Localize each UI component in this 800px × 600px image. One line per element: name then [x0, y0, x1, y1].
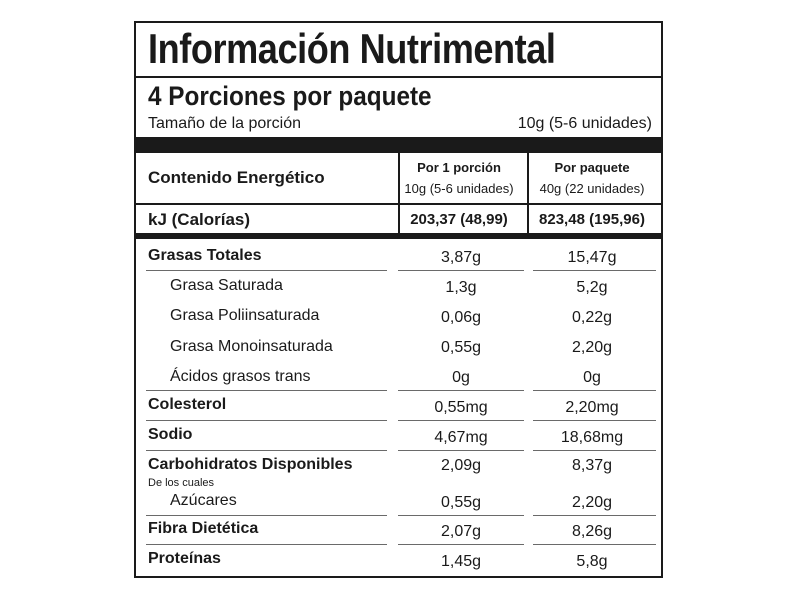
servings-per-package: 4 Porciones por paquete	[148, 81, 432, 111]
kj-per-package: 823,48 (195,96)	[539, 211, 645, 228]
column-divider	[398, 205, 400, 233]
row-divider	[146, 450, 387, 451]
row-divider	[146, 270, 387, 271]
nutrient-per-serving: 1,45g	[440, 553, 482, 570]
nutrient-label: Grasa Saturada	[170, 277, 283, 294]
row-divider	[398, 450, 524, 451]
nutrient-per-package: 2,20g	[571, 494, 613, 511]
nutrient-per-package: 8,26g	[571, 523, 613, 540]
nutrient-per-serving: 0g	[452, 369, 470, 386]
row-divider	[533, 270, 656, 271]
title-divider	[136, 76, 661, 78]
row-divider	[146, 390, 387, 391]
nutrient-label: Grasas Totales	[148, 247, 262, 264]
row-divider	[146, 515, 387, 516]
nutrient-sublabel: De los cuales	[148, 477, 215, 489]
row-divider	[146, 544, 387, 545]
nutrient-per-package: 0,22g	[571, 309, 613, 326]
row-divider	[146, 420, 387, 421]
nutrient-per-package: 5,2g	[576, 279, 608, 296]
thick-divider	[136, 233, 661, 239]
nutrient-label: Fibra Dietética	[148, 520, 259, 537]
row-divider	[533, 544, 656, 545]
column-divider	[527, 153, 529, 203]
nutrient-per-serving: 0,55mg	[434, 399, 488, 416]
row-divider	[398, 515, 524, 516]
nutrient-per-package: 5,8g	[576, 553, 608, 570]
nutrient-per-serving: 0,06g	[440, 309, 482, 326]
nutrient-label: Carbohidratos Disponibles	[148, 456, 353, 473]
nutrient-label: Grasa Poliinsaturada	[170, 307, 320, 324]
nutrient-per-package: 18,68mg	[560, 429, 624, 446]
column-divider	[527, 205, 529, 233]
energy-label: Contenido Energético	[148, 168, 325, 187]
nutrient-per-serving: 4,67mg	[434, 429, 488, 446]
nutrient-per-package: 8,37g	[571, 457, 613, 474]
nutrient-per-package: 0g	[583, 369, 601, 386]
row-divider	[398, 544, 524, 545]
row-divider	[533, 515, 656, 516]
row-divider	[398, 270, 524, 271]
panel-title: Información Nutrimental	[148, 25, 556, 72]
nutrient-label: Sodio	[148, 426, 193, 443]
column-header-per-package: Por paquete	[554, 160, 630, 175]
nutrient-per-package: 2,20g	[571, 339, 613, 356]
column-header-per-serving: Por 1 porción	[417, 160, 501, 175]
nutrient-label: Grasa Monoinsaturada	[170, 338, 333, 355]
kj-per-serving: 203,37 (48,99)	[410, 211, 508, 228]
column-sub-per-package: 40g (22 unidades)	[539, 181, 645, 196]
header-divider	[136, 203, 661, 205]
serving-size-label: Tamaño de la porción	[148, 115, 301, 132]
thick-divider	[136, 137, 661, 153]
nutrient-per-package: 15,47g	[567, 249, 617, 266]
nutrient-per-package: 2,20mg	[565, 399, 619, 416]
nutrient-label: Azúcares	[170, 492, 237, 509]
kj-label: kJ (Calorías)	[148, 210, 251, 229]
row-divider	[398, 420, 524, 421]
serving-size-value: 10g (5-6 unidades)	[517, 115, 652, 132]
row-divider	[533, 450, 656, 451]
column-divider	[398, 153, 400, 203]
row-divider	[398, 390, 524, 391]
row-divider	[533, 390, 656, 391]
nutrient-per-serving: 1,3g	[445, 279, 477, 296]
nutrient-label: Ácidos grasos trans	[170, 368, 311, 385]
nutrient-per-serving: 0,55g	[440, 339, 482, 356]
row-divider	[533, 420, 656, 421]
nutrient-per-serving: 3,87g	[440, 249, 482, 266]
nutrition-facts-panel: Información Nutrimental 4 Porciones por …	[134, 21, 663, 578]
column-sub-per-serving: 10g (5-6 unidades)	[404, 181, 514, 196]
nutrient-per-serving: 2,07g	[440, 523, 482, 540]
nutrient-per-serving: 0,55g	[440, 494, 482, 511]
nutrient-label: Proteínas	[148, 550, 221, 567]
nutrient-per-serving: 2,09g	[440, 457, 482, 474]
nutrient-label: Colesterol	[148, 396, 227, 413]
